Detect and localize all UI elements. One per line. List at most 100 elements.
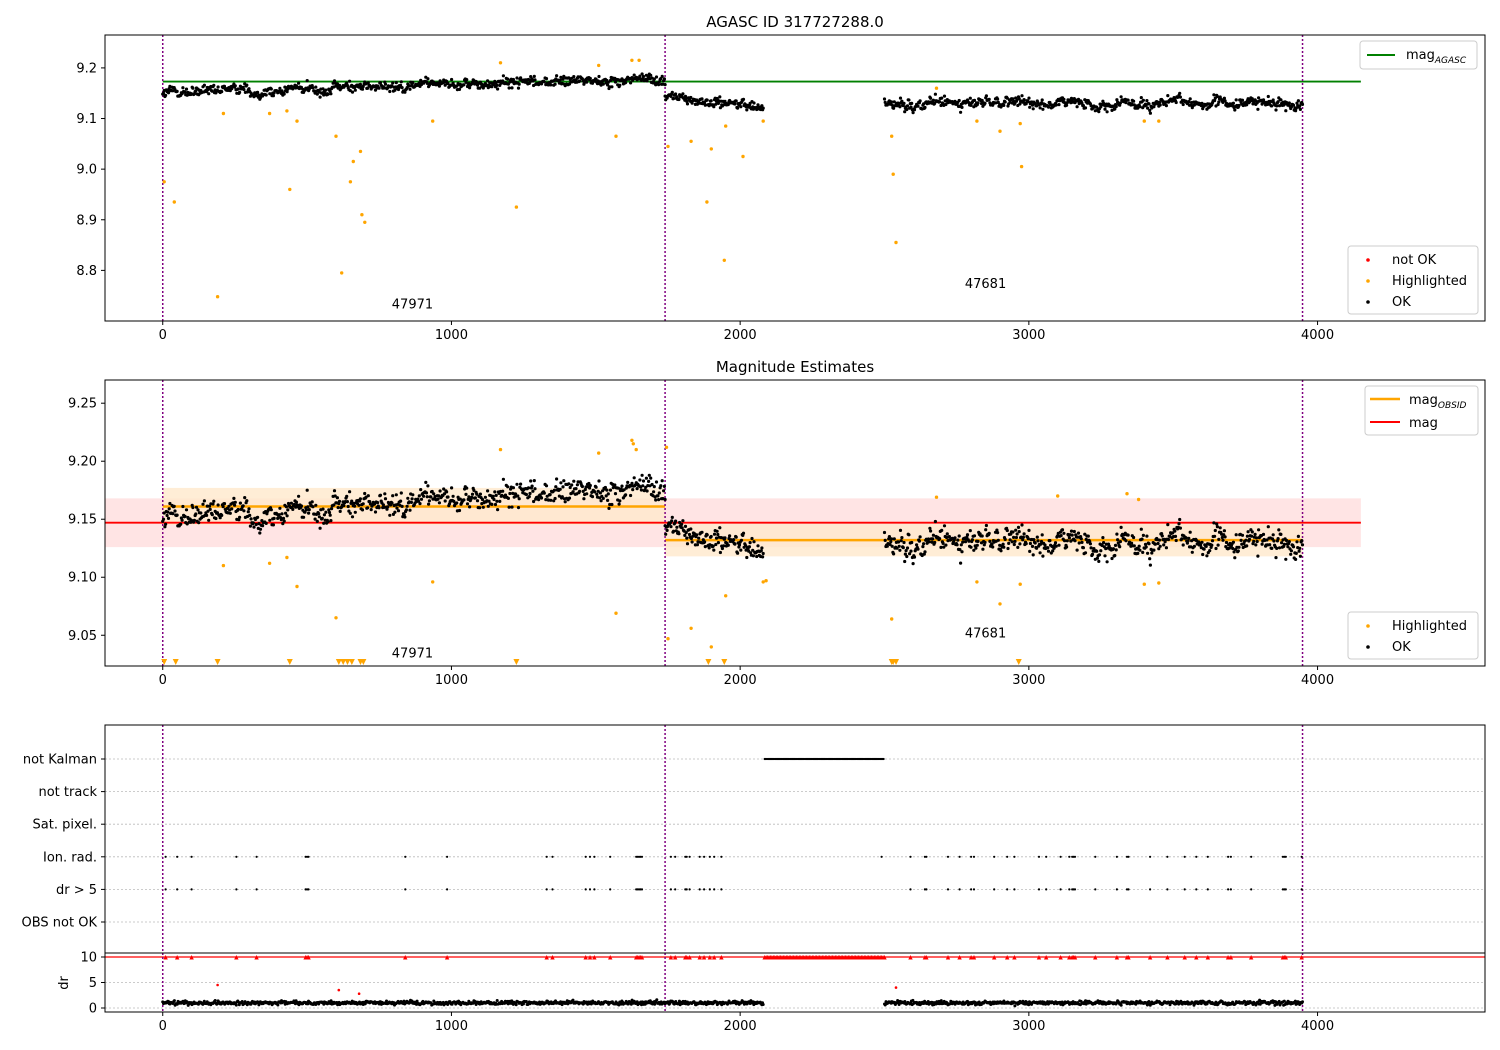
data-point-ok (1178, 91, 1182, 95)
data-point-ok (890, 544, 894, 548)
data-point-ok (167, 507, 171, 511)
data-point-ok (1178, 95, 1182, 99)
flag-point (713, 855, 716, 858)
data-point-ok (1065, 103, 1069, 107)
data-point-ok (1099, 549, 1103, 553)
data-point-ok (442, 492, 447, 496)
data-point-ok (1162, 543, 1166, 547)
data-point-ok (1028, 549, 1032, 554)
legend-marker-highlighted (1366, 624, 1370, 628)
legend-label-highlighted: Highlighted (1392, 274, 1467, 289)
data-point-ok (674, 519, 678, 523)
data-point-ok (402, 513, 406, 517)
data-point-ok (641, 479, 646, 483)
data-point-ok (1111, 547, 1115, 551)
data-point-ok (1031, 107, 1035, 111)
data-point-ok (739, 538, 744, 542)
panel-3-flag-points (164, 757, 1303, 891)
dr-point-ok (1282, 999, 1286, 1003)
data-point-ok (972, 98, 977, 102)
data-point-ok (597, 74, 601, 79)
data-point-ok (486, 504, 490, 508)
data-point-ok (1057, 543, 1061, 547)
data-point-ok (733, 102, 737, 106)
x-tick-label: 4000 (1301, 673, 1334, 688)
data-point-ok (517, 497, 521, 501)
data-point-ok (442, 487, 446, 491)
data-point-ok (324, 88, 328, 92)
data-point-ok (652, 77, 656, 81)
data-point-ok (1298, 546, 1302, 551)
dr-point-ok (761, 1003, 765, 1006)
data-point-ok (1084, 537, 1088, 542)
data-point-ok (408, 508, 412, 512)
data-point-ok (1289, 105, 1293, 109)
flag-row-label: Sat. pixel. (33, 818, 97, 833)
dr-point-ok (213, 999, 217, 1002)
flag-point (674, 855, 677, 858)
dr-point-clipped (1043, 955, 1049, 960)
data-point-ok (1244, 538, 1248, 542)
flag-point (1094, 855, 1097, 858)
data-point-ok (346, 504, 350, 509)
dr-point-clipped (234, 955, 239, 960)
data-point-ok (690, 540, 694, 544)
data-point-ok (1294, 109, 1298, 113)
data-point-ok (929, 529, 933, 533)
data-point-ok (988, 539, 992, 544)
data-point-ok (313, 517, 317, 521)
data-point-ok (1216, 102, 1220, 107)
data-point-highlighted-clipped (1015, 658, 1022, 665)
data-point-highlighted (998, 129, 1002, 133)
data-point-ok (495, 83, 499, 87)
flag-point (1068, 855, 1071, 858)
data-point-ok (1216, 543, 1220, 547)
data-point-ok (644, 476, 649, 480)
data-point-ok (905, 104, 910, 108)
data-point-ok (292, 502, 296, 507)
data-point-ok (1192, 103, 1196, 107)
data-point-ok (554, 485, 558, 489)
flag-point (609, 855, 612, 858)
data-point-ok (307, 508, 311, 512)
x-tick-label: 2000 (724, 1019, 757, 1034)
dr-point-ok (385, 999, 388, 1003)
data-point-highlighted (351, 159, 355, 164)
data-point-highlighted (1136, 497, 1141, 502)
flag-point (1250, 855, 1253, 858)
data-point-ok (933, 519, 938, 524)
data-point-ok (1272, 539, 1276, 543)
dr-point-ok (514, 1003, 518, 1007)
data-point-ok (1052, 546, 1056, 550)
data-point-ok (1077, 102, 1081, 106)
data-point-ok (212, 499, 216, 503)
data-point-ok (1294, 551, 1298, 556)
data-point-ok (981, 547, 985, 551)
data-point-ok (1088, 542, 1092, 546)
data-point-ok (552, 499, 556, 503)
data-point-ok (1190, 550, 1194, 554)
data-point-ok (582, 497, 586, 501)
data-point-ok (714, 102, 718, 106)
flag-point (1300, 855, 1303, 858)
data-point-ok (680, 522, 684, 527)
data-point-highlighted (498, 61, 503, 65)
data-point-ok (1073, 539, 1077, 543)
data-point-ok (553, 82, 557, 86)
dr-point-clipped (1299, 955, 1304, 960)
data-point-ok (218, 516, 222, 520)
data-point-highlighted (334, 616, 338, 620)
data-point-ok (216, 503, 220, 507)
data-point-ok (1213, 534, 1217, 538)
data-point-ok (314, 85, 318, 89)
data-point-ok (953, 99, 957, 103)
data-point-ok (361, 502, 365, 506)
flag-point (235, 855, 238, 858)
data-point-highlighted (630, 58, 634, 62)
data-point-ok (575, 483, 580, 487)
data-point-ok (243, 496, 247, 500)
data-point-ok (524, 492, 529, 497)
data-point-ok (280, 512, 284, 516)
data-point-ok (1231, 546, 1235, 551)
